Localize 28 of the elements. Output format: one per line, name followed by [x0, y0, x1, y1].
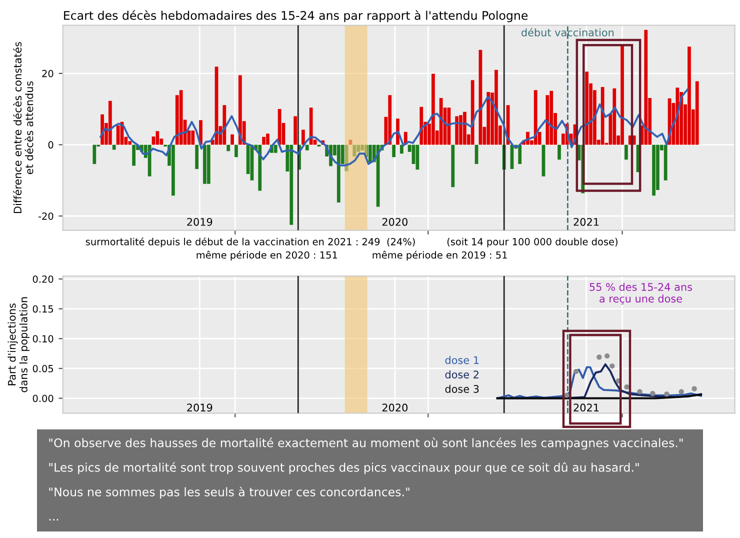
text: dose 2: [445, 370, 478, 378]
y-tick-label: 0.15: [32, 305, 54, 313]
x-tick-label: 2019: [187, 404, 212, 412]
chart-title: Ecart des décès hebdomadaires des 15-24 ans par rapport à l'attendu Pologne: [64, 10, 528, 22]
x-tick-label: 2020: [382, 218, 408, 226]
y-tick-label: 20: [42, 70, 54, 78]
x-tick-label: 2020: [382, 404, 408, 412]
y-tick-label: 0.05: [32, 364, 54, 372]
x-tick-label: 2021: [574, 404, 599, 412]
series-label: dose 3: [445, 384, 479, 393]
text: même période en 2020 : 151 même période en 2019 : 51: [196, 250, 507, 261]
text: "Les pics de mortalité sont trop souvent proches des pics vaccinaux pour que ce soit dû au hasard.": [49, 462, 639, 474]
y-tick-label: 0: [48, 141, 54, 149]
annotation: 55 % des 15-24 ans a reçu une dose: [590, 282, 692, 304]
y-tick-label: 0.00: [32, 394, 54, 402]
y-axis-title: Différence entre décès constatés et décès attendus: [13, 42, 34, 213]
text: ...: [49, 519, 58, 520]
y-axis-title: Part d'injections dans la population: [8, 297, 30, 392]
text: "On observe des hausses de mortalité exactement au moment où sont lancées les campagnes vaccinales.": [49, 438, 683, 450]
text: dose 1: [445, 356, 479, 364]
x-tick-label: 2021: [574, 218, 599, 226]
x-tick-label: 2019: [187, 218, 212, 226]
y-tick-label: 0.20: [32, 275, 54, 283]
text: "Nous ne sommes pas les seuls à trouver ces concordances.": [49, 486, 410, 499]
text: surmortalité depuis le début de la vaccination en 2021 : 249 (24%) (soit 14 pour 100 000 double dose): [86, 237, 618, 248]
y-tick-label: -20: [38, 212, 54, 220]
y-tick-label: 0.10: [32, 335, 54, 342]
ref-line-label: début vaccination: [522, 28, 614, 36]
